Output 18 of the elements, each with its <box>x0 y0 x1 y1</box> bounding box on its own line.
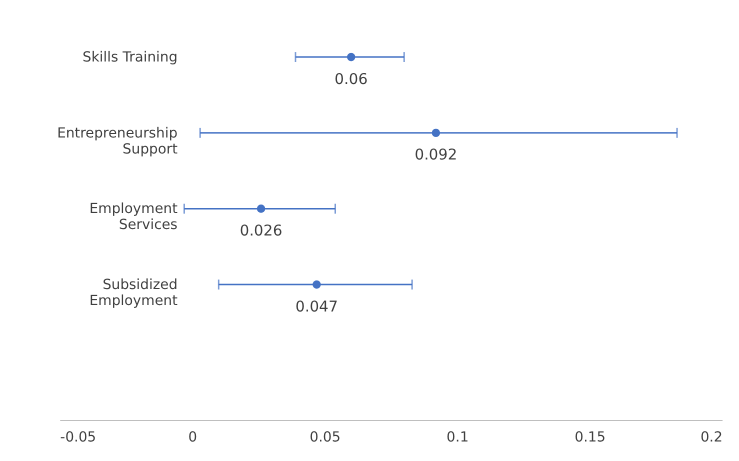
y-tick-label: Employment Services <box>89 201 178 234</box>
x-tick-label: 0.1 <box>446 429 469 446</box>
y-tick-label: Skills Training <box>82 50 178 66</box>
data-label: 0.047 <box>295 297 338 316</box>
x-tick-label: 0 <box>188 429 198 446</box>
point <box>432 128 440 138</box>
point <box>312 280 321 289</box>
x-tick-label: 0.15 <box>574 429 606 446</box>
data-label: 0.092 <box>414 146 458 164</box>
data-label: 0.06 <box>334 70 368 88</box>
point <box>346 52 356 62</box>
x-tick-label: -0.05 <box>60 429 96 446</box>
x-tick-label: 0.05 <box>310 429 341 446</box>
point <box>256 204 266 213</box>
data-label: 0.026 <box>240 222 282 240</box>
y-tick-label: Subsidized Employment <box>89 277 178 309</box>
y-tick-label: Entrepreneurship Support <box>57 125 178 158</box>
x-tick-label: 0.2 <box>700 429 723 446</box>
